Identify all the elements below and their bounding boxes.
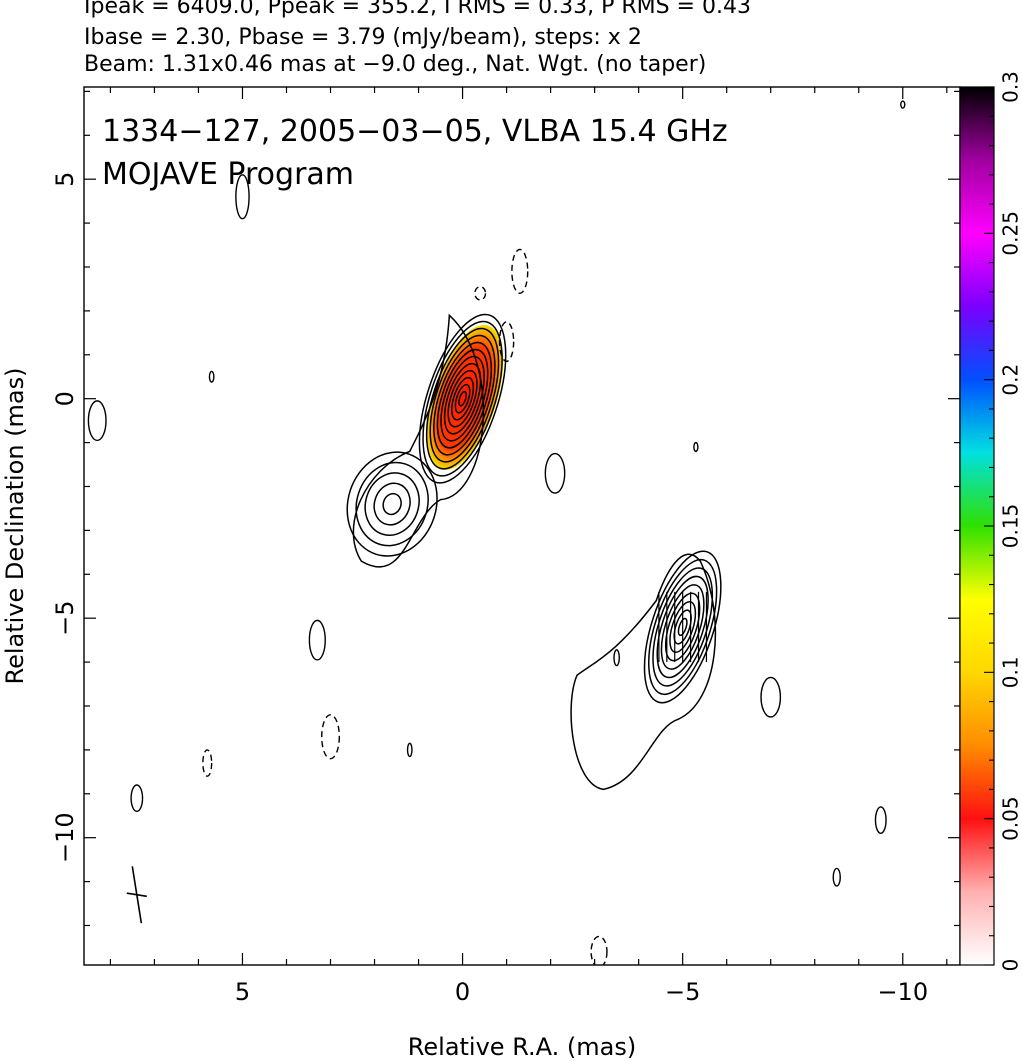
y-tick-label: 5 <box>51 172 79 187</box>
colorbar-tick-label: 0.1 <box>999 656 1022 688</box>
contour-line <box>451 376 475 421</box>
x-tick-label: −5 <box>665 978 700 1006</box>
contour-line <box>429 334 496 463</box>
contour-line <box>422 320 503 477</box>
contour-line <box>570 553 717 791</box>
colorbar-tick-label: 0.15 <box>999 504 1022 549</box>
noise-contour <box>130 784 144 813</box>
contour-line <box>425 327 500 470</box>
noise-contour <box>235 174 250 220</box>
noise-contour <box>406 742 413 758</box>
plot-frame <box>83 86 961 966</box>
contour-line <box>364 472 420 536</box>
header-line-1: Ipeak = 6409.0, Ppeak = 355.2, I RMS = 0… <box>84 0 751 19</box>
contour-line <box>673 609 692 645</box>
noise-contour <box>693 441 699 453</box>
map-layer <box>87 100 906 965</box>
core-polarization-fill <box>426 324 504 470</box>
colorbar-tick-label: 0.2 <box>999 364 1022 396</box>
x-axis-label: Relative R.A. (mas) <box>408 1033 636 1061</box>
contour-line <box>664 592 701 662</box>
contour-line <box>458 390 467 407</box>
x-tick-label: 5 <box>235 978 250 1006</box>
contour-line <box>352 313 485 568</box>
negative-contour <box>590 935 608 965</box>
contour-line <box>346 451 438 557</box>
x-tick-label: −10 <box>877 978 928 1006</box>
header-line-2: Ibase = 2.30, Pbase = 3.79 (mJy/beam), s… <box>84 25 642 50</box>
contour-line <box>443 362 482 435</box>
negative-contour <box>511 248 529 295</box>
contour-line <box>652 567 714 687</box>
noise-contour <box>208 370 215 383</box>
colorbar-tick-label: 0.3 <box>999 71 1022 103</box>
noise-contour <box>87 400 107 442</box>
noise-contour <box>760 676 782 718</box>
contour-line <box>677 617 688 637</box>
noise-contour <box>900 100 906 109</box>
y-axis-label: Relative Declination (mas) <box>1 367 29 684</box>
beam-minor-axis <box>126 892 147 898</box>
header-line-3: Beam: 1.31x0.46 mas at −9.0 deg., Nat. W… <box>84 52 707 77</box>
contour-line <box>436 348 489 449</box>
contour-line <box>643 550 722 704</box>
contour-line <box>440 355 485 442</box>
colorbar-ticks: 0 0.05 0.1 0.15 0.2 0.25 0.3 <box>984 71 1022 971</box>
colorbar-tick-label: 0.05 <box>999 796 1022 841</box>
noise-contour <box>308 619 326 661</box>
y-tick-label: 0 <box>51 391 79 406</box>
noise-contour <box>544 452 566 494</box>
colorbar-tick-label: 0.25 <box>999 211 1022 256</box>
contour-line <box>433 341 493 456</box>
chart-subtitle: MOJAVE Program <box>102 157 354 192</box>
noise-contour <box>613 649 620 667</box>
contour-line <box>454 383 471 414</box>
x-tick-label: 0 <box>455 978 470 1006</box>
contour-line <box>648 558 718 696</box>
noise-contour <box>874 806 887 835</box>
chart-title: 1334−127, 2005−03−05, VLBA 15.4 GHz <box>102 114 728 149</box>
contour-line <box>382 492 402 516</box>
y-tick-label: −10 <box>51 812 79 863</box>
negative-contour <box>498 321 515 363</box>
negative-contour <box>202 749 213 777</box>
contour-line <box>373 482 411 526</box>
negative-contour <box>474 286 487 301</box>
y-tick-label: −5 <box>51 600 79 635</box>
ticks-layer: 5 0 −5 −10 5 0 −5 −10 <box>51 87 960 1006</box>
colorbar-tick-label: 0 <box>999 959 1022 972</box>
negative-contour <box>321 714 341 760</box>
noise-contour <box>832 867 841 887</box>
contour-line <box>447 369 478 428</box>
contour-line <box>656 575 709 679</box>
